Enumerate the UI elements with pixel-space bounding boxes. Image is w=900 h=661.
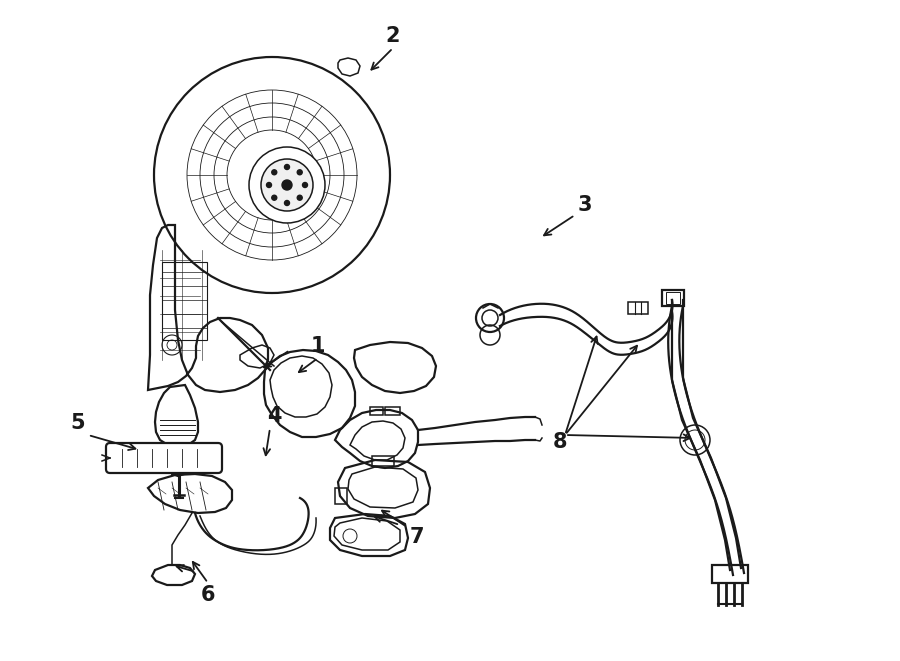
Text: 8: 8 — [553, 432, 567, 452]
Circle shape — [284, 165, 290, 169]
Bar — [372, 456, 394, 466]
Text: 7: 7 — [410, 527, 424, 547]
Bar — [712, 565, 748, 583]
Text: 3: 3 — [578, 195, 592, 215]
Text: 6: 6 — [201, 585, 215, 605]
Bar — [370, 407, 383, 415]
Bar — [628, 302, 648, 314]
Circle shape — [284, 200, 290, 206]
Bar — [335, 488, 347, 504]
Bar — [666, 292, 680, 304]
Circle shape — [272, 170, 277, 175]
Text: 5: 5 — [71, 413, 86, 433]
Circle shape — [282, 180, 292, 190]
Bar — [385, 407, 400, 415]
Circle shape — [297, 195, 302, 200]
Bar — [662, 290, 684, 306]
FancyBboxPatch shape — [106, 443, 222, 473]
Text: 1: 1 — [310, 336, 325, 356]
Bar — [162, 262, 207, 340]
Circle shape — [297, 170, 302, 175]
Text: 4: 4 — [266, 406, 281, 426]
Circle shape — [266, 182, 272, 188]
Circle shape — [261, 159, 313, 211]
Circle shape — [249, 147, 325, 223]
Text: 2: 2 — [386, 26, 400, 46]
Circle shape — [272, 195, 277, 200]
Circle shape — [302, 182, 308, 188]
